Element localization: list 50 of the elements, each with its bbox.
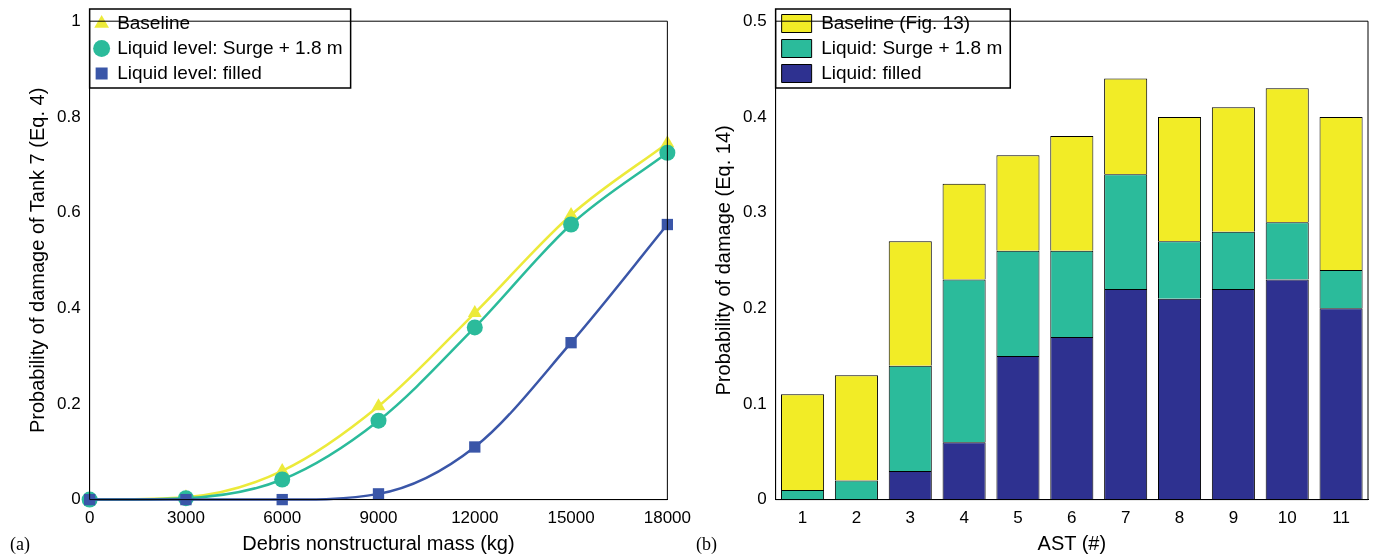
x-axis-title: Debris nonstructural mass (kg) xyxy=(242,531,515,554)
point xyxy=(371,398,386,411)
y-axis-title: Probability of damage of Tank 7 (Eq. 4) xyxy=(25,87,48,434)
x-tick-label: 2 xyxy=(851,508,862,528)
y-tick-label: 0.3 xyxy=(742,202,767,222)
x-tick-label: 15000 xyxy=(547,508,595,528)
point xyxy=(370,412,387,429)
point xyxy=(372,488,385,500)
x-tick-label: 4 xyxy=(959,508,969,528)
text: (b) xyxy=(696,533,717,555)
x-tick-label: 6 xyxy=(1067,508,1077,528)
y-axis-title: Probability of damage (Eq. 14) xyxy=(711,125,734,396)
y-tick-label: 0.2 xyxy=(742,297,767,317)
x-tick-label: 1 xyxy=(797,508,808,528)
y-tick-label: 0.6 xyxy=(56,202,81,222)
x-tick-label: 0 xyxy=(84,508,95,528)
x-tick-label: 10 xyxy=(1277,508,1297,528)
y-tick-label: 0.2 xyxy=(56,393,81,413)
legend-label: Liquid level: filled xyxy=(117,61,262,83)
x-tick-label: 3000 xyxy=(167,508,205,528)
text: (a) xyxy=(10,533,30,555)
x-tick-label: 5 xyxy=(1013,508,1023,528)
point xyxy=(563,216,580,233)
x-tick-label: 18000 xyxy=(643,508,691,528)
y-tick-label: 0.1 xyxy=(742,393,767,413)
x-tick-label: 6000 xyxy=(263,508,302,528)
y-tick-label: 1 xyxy=(71,10,81,30)
y-tick-label: 0.4 xyxy=(742,106,767,126)
point xyxy=(467,305,482,318)
x-tick-label: 3 xyxy=(905,508,915,528)
point xyxy=(565,337,577,349)
x-axis-title: AST (#) xyxy=(1037,531,1107,554)
y-tick-label: 0.5 xyxy=(742,10,767,30)
point xyxy=(274,471,291,488)
legend-label: Liquid: filled xyxy=(821,61,922,83)
x-tick-label: 11 xyxy=(1332,508,1350,528)
y-tick-label: 0 xyxy=(71,489,81,509)
x-tick-label: 9000 xyxy=(359,508,398,528)
legend-label: Liquid: Surge + 1.8 m xyxy=(821,36,1003,58)
point xyxy=(469,441,481,453)
x-tick-label: 12000 xyxy=(451,508,499,528)
x-tick-label: 9 xyxy=(1228,508,1239,528)
y-tick-label: 0 xyxy=(757,489,767,509)
x-tick-label: 8 xyxy=(1174,508,1185,528)
point xyxy=(466,319,483,336)
y-tick-label: 0.8 xyxy=(56,106,81,126)
y-tick-label: 0.4 xyxy=(56,297,81,317)
point xyxy=(659,144,676,161)
legend-label: Liquid level: Surge + 1.8 m xyxy=(117,36,343,58)
x-tick-label: 7 xyxy=(1120,508,1131,528)
